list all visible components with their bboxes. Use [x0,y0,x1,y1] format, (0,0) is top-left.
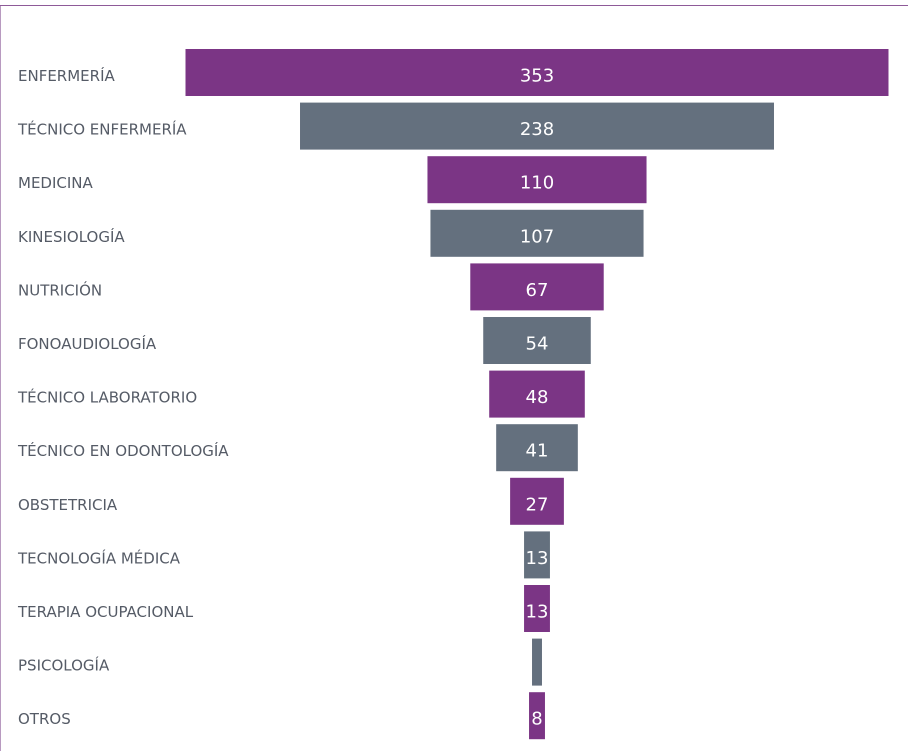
category-label: TÉCNICO EN ODONTOLOGÍA [17,441,229,460]
value-label: 110 [520,173,554,194]
value-label: 8 [531,709,542,730]
bar [524,531,550,579]
value-label: 353 [520,66,554,87]
category-label: OTROS [18,710,71,728]
bar [430,209,644,257]
bar [529,692,545,740]
bar [483,317,591,364]
category-label: TÉCNICO ENFERMERÍA [17,120,187,139]
category-label: TERAPIA OCUPACIONAL [17,603,194,621]
bar [496,424,578,472]
value-label: 54 [526,334,549,355]
value-label: 13 [526,602,549,623]
bar [300,102,774,150]
category-label: NUTRICIÓN [18,280,102,299]
category-label: ENFERMERÍA [18,66,115,85]
value-label: 67 [526,280,549,301]
category-label: KINESIOLOGÍA [18,227,125,246]
category-label: OBSTETRICIA [18,496,118,514]
bar [510,477,564,525]
value-label: 13 [526,548,549,569]
value-label: 48 [526,387,549,408]
category-label: TECNOLOGÍA MÉDICA [17,548,181,567]
bar [524,585,550,632]
bar [427,156,647,204]
value-label: 41 [526,441,549,462]
bar [489,370,585,418]
category-label: FONOAUDIOLOGÍA [18,334,157,353]
bar [470,263,604,311]
category-label: MEDICINA [18,174,94,192]
value-label: 238 [520,119,554,140]
bar [185,49,889,96]
category-label: PSICOLOGÍA [18,656,110,675]
value-label: 27 [526,494,549,515]
value-label: 107 [520,226,554,247]
bar [532,638,542,686]
category-label: TÉCNICO LABORATORIO [17,388,197,407]
